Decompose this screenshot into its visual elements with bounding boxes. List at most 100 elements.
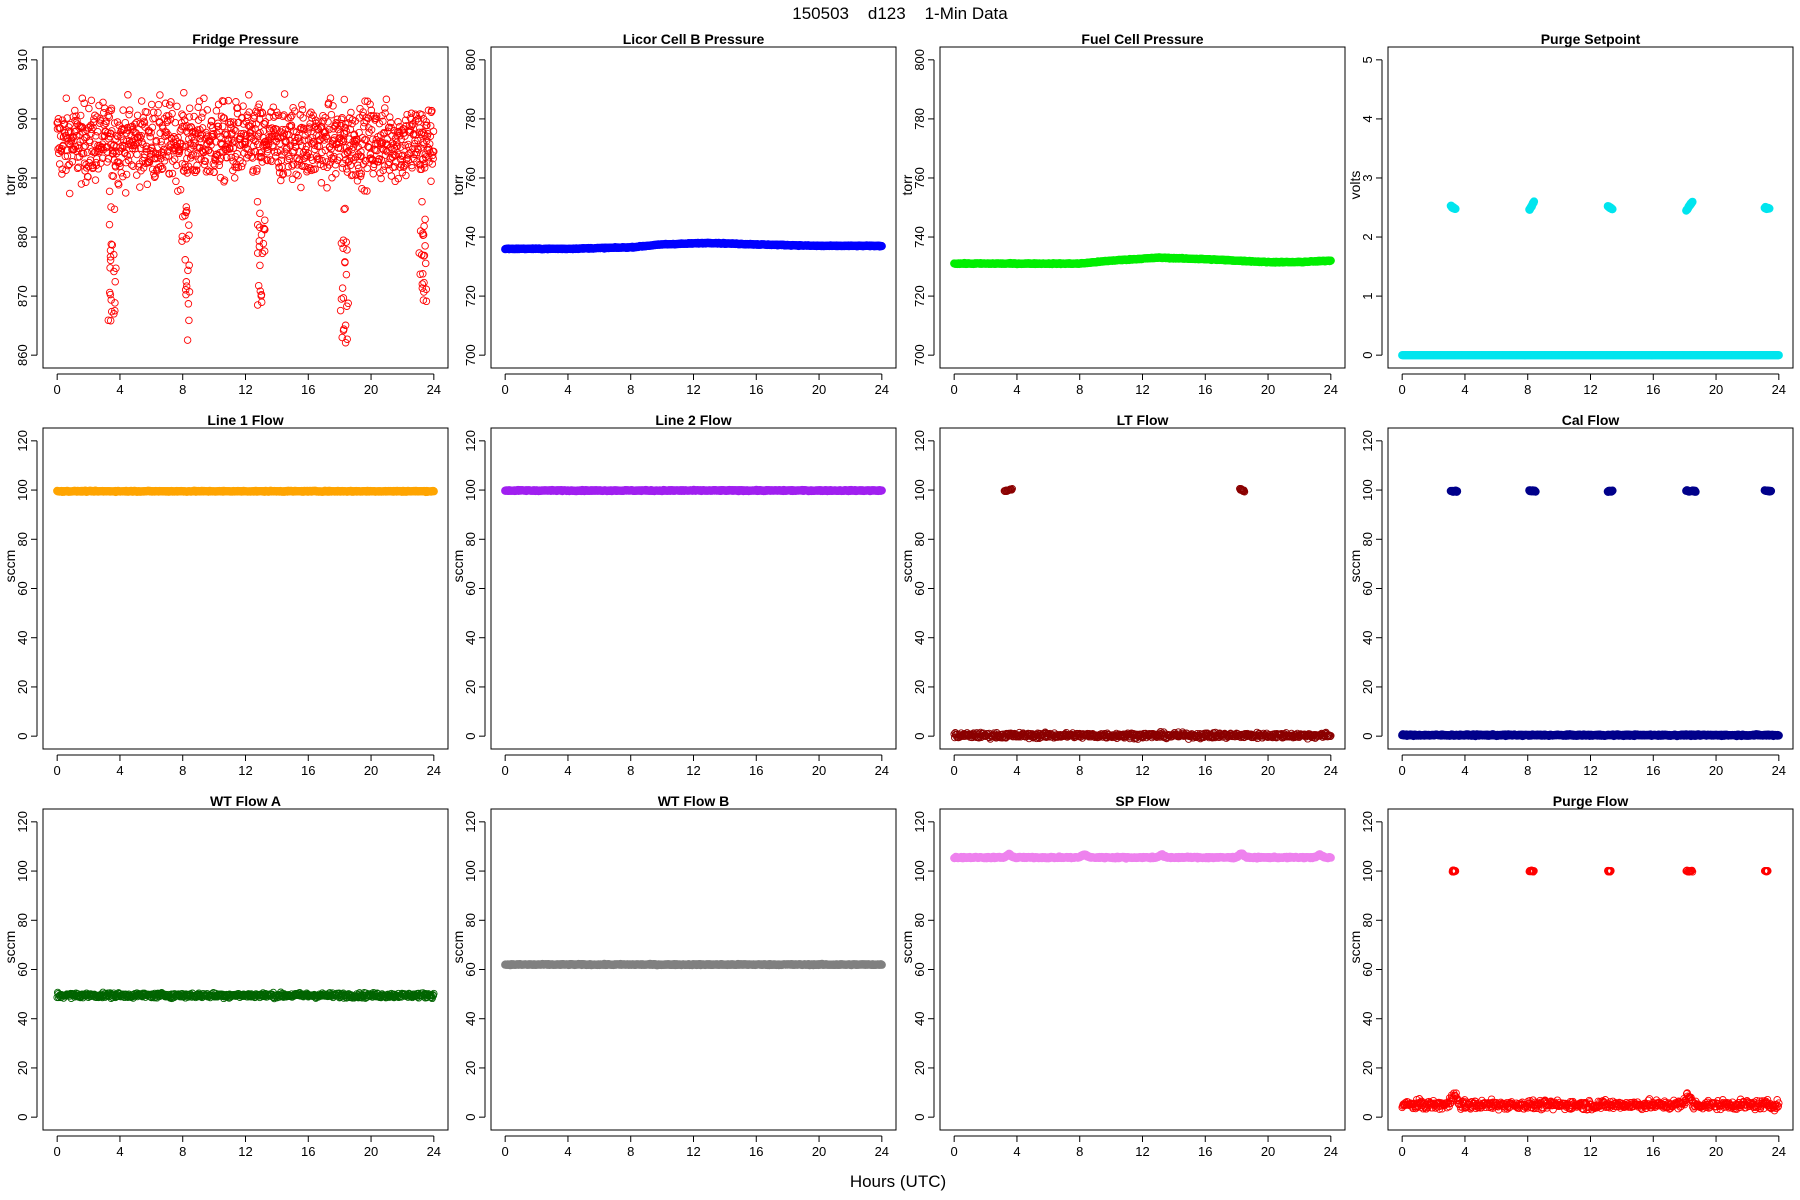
data-point (297, 183, 305, 192)
data-point (279, 169, 288, 178)
data-point (342, 156, 350, 164)
y-tick-label: 700 (463, 344, 478, 366)
x-tick-label: 4 (564, 763, 571, 778)
data-point (105, 220, 114, 229)
data-point (229, 144, 238, 152)
scatter-series (950, 253, 1335, 269)
data-point (339, 135, 348, 143)
data-point (215, 127, 223, 135)
data-point (256, 209, 264, 218)
x-tick-label: 24 (427, 763, 441, 778)
plot-frame (490, 46, 897, 369)
data-point (230, 174, 239, 182)
x-tick-label: 20 (1261, 382, 1275, 397)
data-point (333, 120, 341, 128)
data-point (329, 102, 337, 110)
data-point (62, 94, 71, 102)
data-point (311, 165, 319, 173)
data-point (333, 115, 342, 124)
data-point (304, 128, 312, 136)
data-point (74, 163, 83, 171)
data-point (296, 124, 305, 132)
data-point (231, 127, 240, 135)
data-point (158, 141, 166, 149)
data-point (133, 150, 141, 159)
data-point (117, 169, 126, 177)
data-point (105, 187, 114, 196)
x-tick-label: 0 (502, 382, 509, 397)
x-tick-label: 16 (749, 382, 763, 397)
data-point (264, 145, 272, 153)
data-point (172, 177, 180, 186)
data-point (324, 118, 332, 126)
data-point (295, 137, 304, 146)
data-point (327, 110, 336, 119)
data-point (288, 175, 297, 184)
data-point (343, 148, 351, 156)
data-point (161, 99, 170, 108)
data-point (325, 125, 333, 134)
data-point (104, 155, 113, 163)
scatter-series (53, 486, 438, 497)
data-point (203, 106, 212, 114)
data-point (334, 125, 342, 134)
data-point (1326, 256, 1335, 265)
x-tick-label: 20 (812, 382, 826, 397)
x-tick-label: 16 (301, 763, 315, 778)
data-point (185, 316, 193, 325)
data-point (253, 165, 261, 173)
data-point (314, 154, 322, 163)
data-point (165, 170, 174, 178)
data-point (128, 122, 137, 131)
data-point (293, 161, 302, 169)
data-point (181, 163, 190, 172)
panel-title: Fuel Cell Pressure (1081, 31, 1203, 47)
data-point (1608, 205, 1617, 214)
data-point (125, 110, 133, 119)
data-point (237, 130, 246, 138)
data-point (146, 155, 154, 163)
data-point (73, 116, 81, 125)
data-point (335, 139, 344, 147)
data-point (156, 91, 164, 99)
data-point (157, 137, 165, 146)
data-point (190, 112, 198, 121)
data-point (270, 148, 279, 156)
data-point (261, 118, 270, 126)
data-point (263, 156, 272, 165)
data-point (220, 176, 229, 184)
data-point (87, 96, 96, 105)
data-point (323, 184, 331, 192)
data-point (207, 116, 216, 125)
x-tick-label: 24 (1772, 382, 1786, 397)
data-point (147, 128, 155, 137)
data-point (323, 163, 332, 172)
data-point (219, 147, 227, 155)
data-point (288, 162, 296, 170)
data-point (148, 165, 157, 174)
data-point (98, 154, 107, 162)
data-point (280, 90, 289, 98)
data-point (344, 146, 353, 155)
scatter-series (501, 238, 886, 254)
data-point (261, 216, 269, 224)
data-point (285, 152, 293, 160)
data-point (84, 173, 92, 181)
data-point (158, 164, 167, 173)
x-tick-label: 4 (1013, 382, 1020, 397)
x-tick-label: 24 (875, 763, 889, 778)
y-tick-label: 4 (1360, 115, 1375, 122)
data-point (108, 127, 116, 135)
data-point (136, 133, 145, 142)
y-tick-label: 1 (1360, 292, 1375, 299)
panel-title: Line 2 Flow (655, 412, 731, 428)
data-point (123, 151, 131, 160)
data-point (418, 197, 426, 206)
data-point (210, 168, 218, 177)
y-axis-label: sccm (450, 550, 466, 583)
data-point (210, 161, 219, 169)
data-point (347, 108, 355, 117)
plot-frame (490, 427, 897, 750)
